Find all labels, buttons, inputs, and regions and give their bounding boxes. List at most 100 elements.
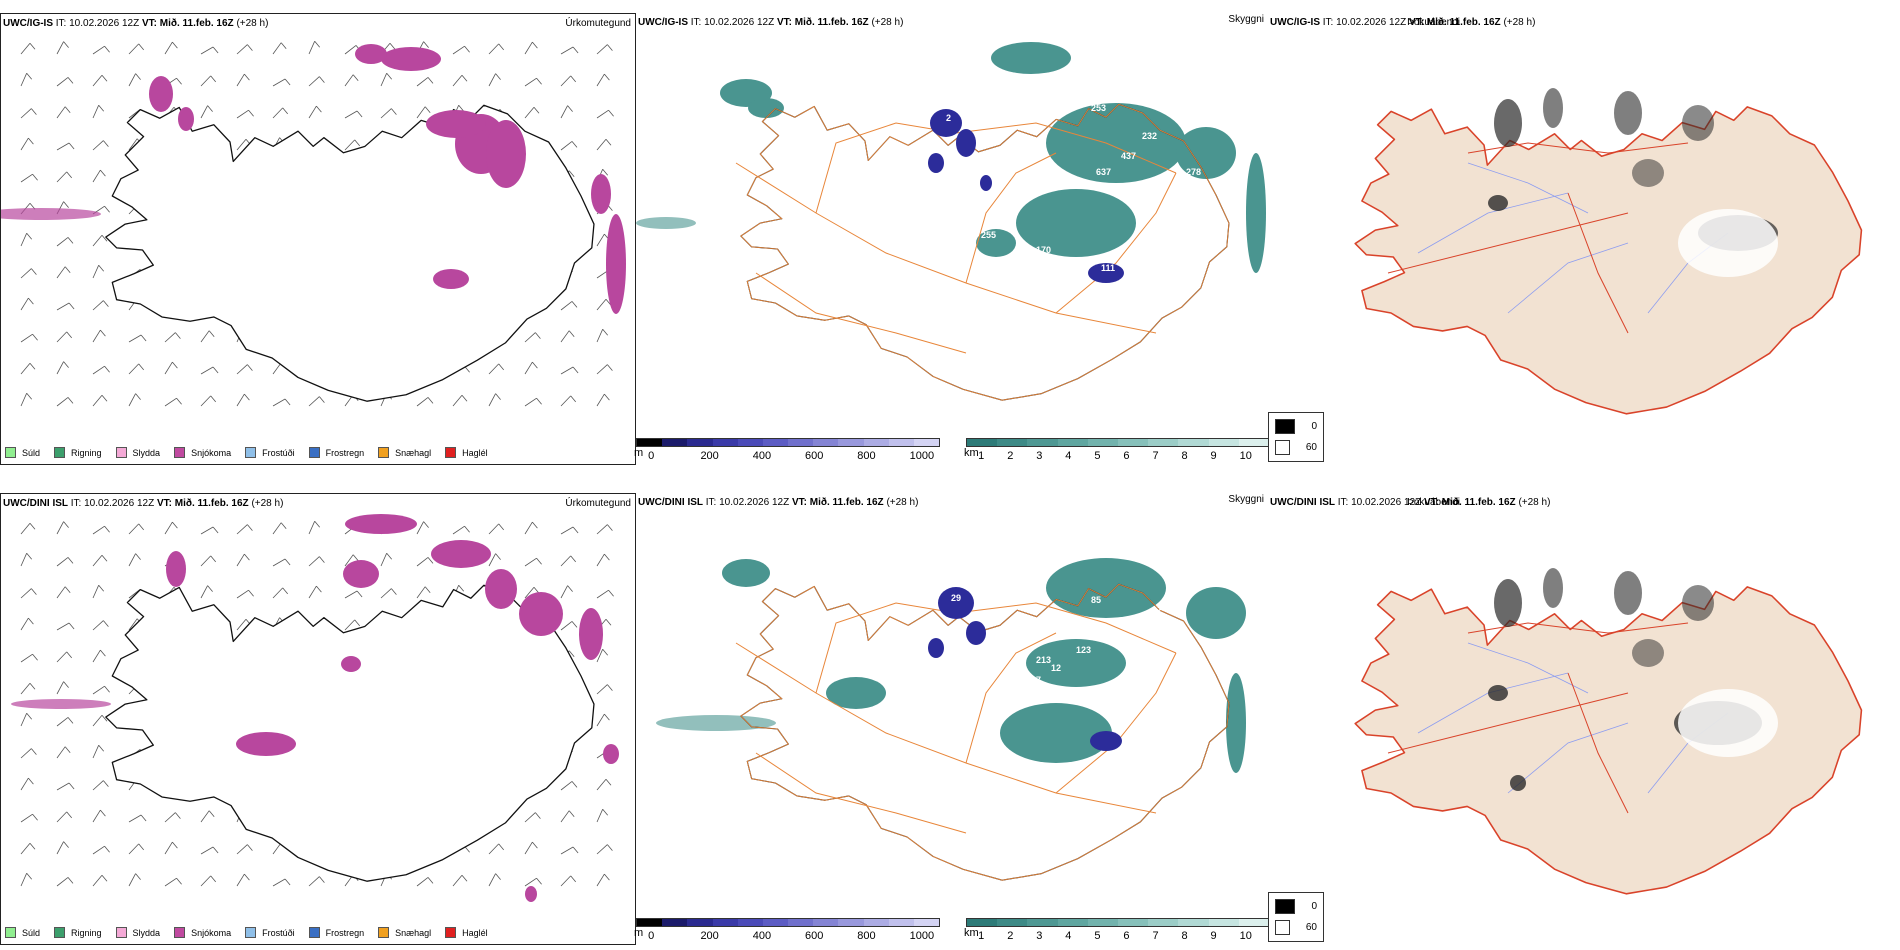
cloud-key-swatch (1275, 440, 1290, 455)
legend-item: Haglél (445, 927, 488, 938)
scale-tick-label: 800 (857, 450, 876, 462)
legend-label: Slydda (132, 927, 161, 938)
cloud-key-row: 60 (1275, 920, 1317, 935)
cloud-key-1: 0 60 (1268, 412, 1324, 462)
legend-swatch (308, 927, 320, 938)
legend-label: Súld (22, 927, 41, 938)
panel-title: UWC/DINI ISL IT: 10.02.2026 12Z VT: Mið.… (1270, 497, 1551, 508)
scale-tick-label: 5 (1094, 930, 1101, 942)
visibility-value-label: 240 (1056, 630, 1071, 640)
legend-label: Haglél (462, 447, 488, 458)
legend-swatch (5, 927, 16, 938)
legend-swatch (54, 447, 66, 458)
scale-tick-label: 10 (1239, 450, 1252, 462)
legend-swatch (245, 927, 257, 938)
legend-swatch (115, 447, 127, 458)
scale-tick-label: 6 (1123, 450, 1130, 462)
panel-kind-label: Skyggni (1228, 14, 1264, 25)
scale-tick-label: 0 (648, 930, 655, 942)
legend-item: Frostregn (308, 927, 364, 938)
scale-cells (966, 918, 1270, 927)
visibility-value-label: 47 (981, 598, 991, 608)
legend-label: Frostúði (262, 447, 295, 458)
cloud-key-label: 60 (1305, 442, 1317, 453)
cloud-key-swatch (1275, 419, 1296, 434)
cloud-key-row: 0 (1275, 419, 1317, 434)
visibility-value-label: 79 (936, 173, 946, 183)
visibility-value-label: 25 (981, 113, 991, 123)
visibility-value-label: 232 (1142, 131, 1157, 141)
scale-tick-label: 8 (1181, 450, 1188, 462)
legend-swatch (308, 447, 320, 458)
scale-tick-label: 800 (857, 930, 876, 942)
legend-label: Slydda (132, 447, 161, 458)
visibility-value-label: 170 (1036, 245, 1051, 255)
visibility-scale-km: km 1 2 3 4 5 6 7 8 9 10 (964, 438, 1270, 462)
scale-tick-label: 600 (805, 450, 824, 462)
scale-tick-label: 3 (1036, 930, 1043, 942)
scale-tick-label: 4 (1065, 930, 1072, 942)
legend-item: Súld (5, 927, 40, 938)
panel-title: UWC/IG-IS IT: 10.02.2026 12Z VT: Mið. 11… (638, 17, 904, 28)
legend-label: Snjókoma (191, 447, 232, 458)
scale-tick-label: 5 (1094, 450, 1101, 462)
legend-item: Frostúði (245, 447, 295, 458)
legend-item: Snæhagl (378, 927, 431, 938)
visibility-value-label: 637 (1096, 167, 1111, 177)
legend-item: Haglél (445, 447, 488, 458)
cloud-panel-2: UWC/DINI ISL IT: 10.02.2026 12Z VT: Mið.… (1268, 493, 1900, 945)
panel-title: UWC/IG-IS IT: 10.02.2026 12Z VT: Mið. 11… (3, 18, 269, 29)
scale-cells (636, 438, 940, 447)
legend-label: Snæhagl (395, 927, 432, 938)
visibility-value-label: 213 (1036, 655, 1051, 665)
visibility-value-label: 85 (1091, 595, 1101, 605)
panel-kind-label: Þokuábendi (1407, 17, 1460, 28)
scale-tick-label: 200 (700, 450, 719, 462)
legend-swatch (115, 927, 127, 938)
legend-item: Frostregn (308, 447, 365, 458)
visibility-value-label: 96 (1036, 180, 1046, 190)
scale-tick-label: 0 (648, 450, 655, 462)
panel-kind-label: Úrkomutegund (565, 18, 631, 29)
legend-item: Slydda (115, 447, 161, 458)
legend-swatch (54, 927, 66, 938)
visibility-panel-2: 29 47 85 35 240 51 123 213 12 27 120 15 UWC/DINI IS… (634, 493, 1270, 945)
legend-item: Snjókoma (174, 447, 231, 458)
visibility-panel-1: 2 25 253 232 437 637 278 79 96 170 111 225 255 86 UWC… (634, 13, 1270, 465)
visibility-value-label: 253 (1091, 103, 1106, 113)
scale-tick-label: 1 (978, 450, 985, 462)
legend-swatch (378, 447, 390, 458)
legend-swatch (174, 927, 186, 938)
visibility-value-label: 2 (946, 113, 951, 123)
cloud-key-label: 0 (1311, 421, 1317, 432)
legend-label: Frostúði (262, 927, 295, 938)
scale-tick-label: 400 (752, 450, 772, 462)
legend-item: Slydda (115, 927, 161, 938)
scale-tick-label: 1 (978, 930, 985, 942)
visibility-scale-km: km 1 2 3 4 5 6 7 8 9 10 (964, 918, 1270, 942)
visibility-value-label: 111 (1101, 263, 1115, 273)
scale-tick-label: 2 (1007, 930, 1014, 942)
scale-tick-label: 400 (752, 930, 772, 942)
legend-label: Frostregn (325, 447, 365, 458)
legend-label: Rigning (71, 447, 102, 458)
panel-kind-label: Skyggni (1228, 494, 1264, 505)
scale-unit: m (634, 447, 644, 459)
visibility-value-label: 278 (1186, 167, 1201, 177)
visibility-value-label: 12 (1051, 663, 1061, 673)
legend-label: Snjókoma (191, 927, 232, 938)
panel-title: UWC/DINI ISL IT: 10.02.2026 12Z VT: Mið.… (3, 498, 284, 509)
scale-cells (966, 438, 1270, 447)
visibility-value-label: 15 (976, 681, 986, 691)
cloud-map-2 (1354, 568, 1863, 895)
scale-tick-label: 600 (805, 930, 824, 942)
scale-cells (636, 918, 940, 927)
scale-tick-label: 1000 (909, 930, 935, 942)
cloud-key-label: 0 (1311, 901, 1317, 912)
cloud-key-row: 60 (1275, 440, 1317, 455)
panel-kind-label: Þokuábendi (1407, 497, 1460, 508)
legend-item: Snjókoma (174, 927, 231, 938)
legend-item: Súld (5, 447, 40, 458)
